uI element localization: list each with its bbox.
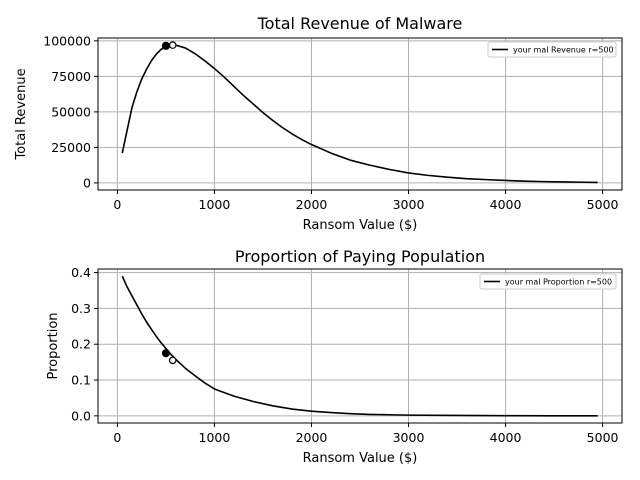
y-tick-label: 0 bbox=[83, 175, 91, 190]
x-tick-label: 2000 bbox=[296, 197, 328, 212]
legend-label: your mal Proportion r=500 bbox=[505, 278, 612, 287]
axes-frame bbox=[97, 37, 623, 191]
y-tick-label: 0.3 bbox=[71, 301, 91, 316]
data-point-open bbox=[168, 41, 177, 49]
x-tick-label: 5000 bbox=[587, 197, 619, 212]
data-point-open bbox=[168, 356, 177, 365]
chart-panel-1: 0 1000 2000 3000 4000 50000250005000075000100… bbox=[14, 14, 623, 233]
x-axis-label: Ransom Value ($) bbox=[303, 451, 418, 466]
y-tick-label: 0.2 bbox=[71, 337, 91, 352]
y-tick-label: 25000 bbox=[51, 140, 91, 155]
y-tick-label: 0.4 bbox=[71, 265, 91, 280]
x-tick-label: 0 bbox=[113, 430, 121, 445]
legend: your mal Revenue r=500 bbox=[487, 41, 617, 58]
legend: your mal Proportion r=500 bbox=[479, 273, 617, 290]
y-tick-label: 100000 bbox=[43, 33, 91, 48]
x-tick-label: 0 bbox=[113, 197, 121, 212]
series-line-1 bbox=[121, 275, 598, 417]
y-tick-label: 0.0 bbox=[71, 408, 91, 423]
data-point-filled bbox=[161, 349, 171, 358]
x-tick-label: 1000 bbox=[199, 197, 231, 212]
legend-label: your mal Revenue r=500 bbox=[513, 46, 614, 55]
x-tick-label: 1000 bbox=[199, 430, 231, 445]
x-axis-label: Ransom Value ($) bbox=[303, 218, 418, 233]
chart-panel-2: 0 1000 2000 3000 4000 5000 0.0 0.1 0.2 0.3 0.4 Prop… bbox=[46, 247, 623, 466]
y-tick-label: 50000 bbox=[51, 104, 91, 119]
y-tick-label: 0.1 bbox=[71, 373, 91, 388]
y-axis-label: Total Revenue bbox=[14, 68, 29, 160]
axes-frame bbox=[97, 268, 623, 424]
legend-box bbox=[479, 273, 617, 290]
series-line-1 bbox=[121, 44, 598, 184]
chart-title: Total Revenue of Malware bbox=[257, 14, 463, 33]
chart-title: Proportion of Paying Population bbox=[235, 247, 485, 266]
x-tick-label: 3000 bbox=[393, 430, 425, 445]
y-tick-label: 75000 bbox=[51, 69, 91, 84]
x-tick-label: 2000 bbox=[296, 430, 328, 445]
x-tick-label: 5000 bbox=[587, 430, 619, 445]
x-tick-label: 4000 bbox=[490, 197, 522, 212]
legend-box bbox=[487, 41, 617, 58]
data-point-filled bbox=[161, 41, 171, 50]
x-tick-label: 3000 bbox=[393, 197, 425, 212]
x-tick-label: 4000 bbox=[490, 430, 522, 445]
y-axis-label: Proportion bbox=[46, 312, 61, 379]
